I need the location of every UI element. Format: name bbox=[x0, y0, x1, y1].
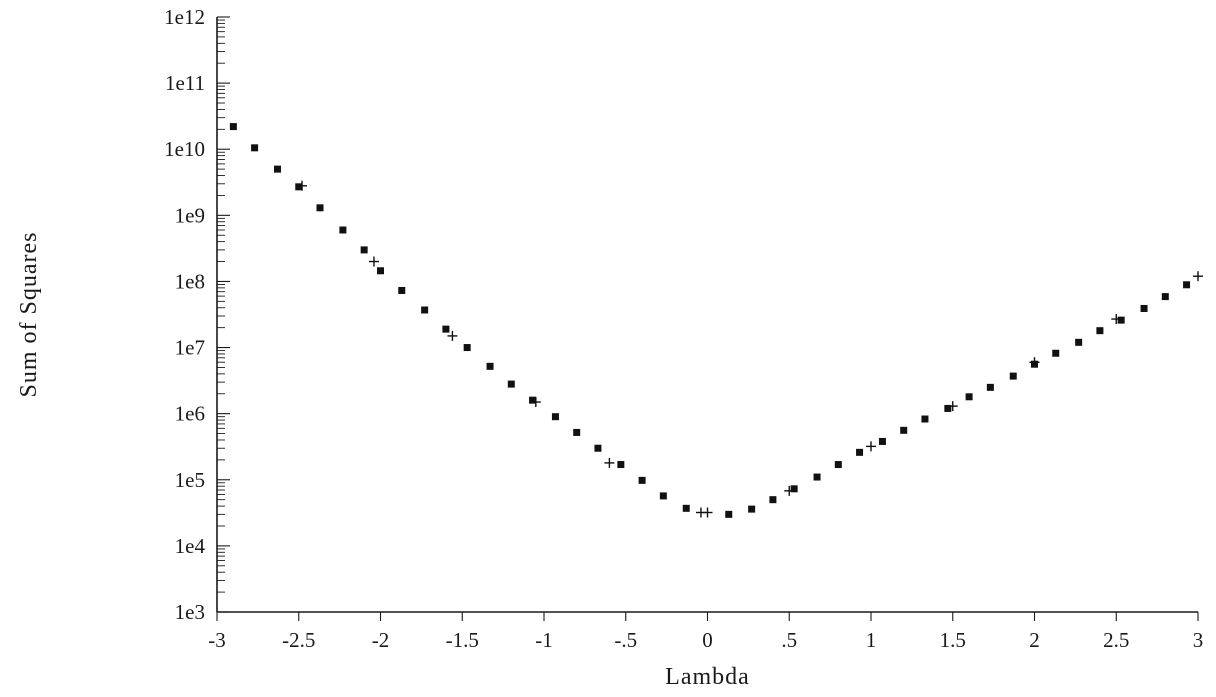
x-axis: -3 -2.5 -2 -1.5 -1 -.5 0 .5 1 1.5 2 2.5 3 bbox=[208, 611, 1203, 652]
data-point-plus bbox=[702, 507, 713, 518]
data-point-plus bbox=[604, 457, 615, 468]
data-point-square bbox=[638, 476, 646, 484]
data-point-square bbox=[813, 473, 821, 481]
x-ticks: -3 -2.5 -2 -1.5 -1 -.5 0 .5 1 1.5 2 2.5 3 bbox=[208, 612, 1203, 652]
data-point-square bbox=[486, 362, 494, 370]
data-point-square bbox=[463, 344, 471, 352]
data-point-square bbox=[398, 286, 406, 294]
x-tick-label: 2 bbox=[1029, 628, 1040, 652]
data-point-square bbox=[295, 183, 303, 191]
data-point-square bbox=[834, 461, 842, 469]
data-point-square bbox=[659, 492, 667, 500]
x-tick-label: -1 bbox=[535, 628, 553, 652]
data-point-plus bbox=[947, 401, 958, 412]
data-point-square bbox=[1117, 316, 1125, 324]
data-point-square bbox=[944, 404, 952, 412]
data-point-plus bbox=[297, 180, 308, 191]
y-tick-label: 1e7 bbox=[175, 336, 205, 360]
data-point-square bbox=[1096, 327, 1104, 335]
data-point-square bbox=[339, 226, 347, 234]
data-point-square bbox=[1075, 338, 1083, 346]
x-tick-label: 2.5 bbox=[1103, 628, 1129, 652]
data-point-square bbox=[1140, 304, 1148, 312]
y-tick-label: 1e9 bbox=[175, 203, 205, 227]
data-point-square bbox=[682, 504, 690, 512]
data-point-square bbox=[316, 204, 324, 212]
data-point-plus bbox=[866, 441, 876, 452]
data-point-square bbox=[617, 461, 625, 469]
data-point-square bbox=[921, 415, 929, 423]
data-point-plus bbox=[1029, 357, 1040, 368]
data-point-square bbox=[360, 246, 368, 254]
data-point-square bbox=[573, 428, 581, 436]
x-tick-label: 1 bbox=[866, 628, 877, 652]
y-tick-label: 1e10 bbox=[164, 137, 205, 161]
x-tick-label: -2.5 bbox=[282, 628, 315, 652]
data-point-square bbox=[251, 144, 259, 152]
data-point-square bbox=[769, 496, 777, 504]
x-tick-label: -2 bbox=[372, 628, 390, 652]
y-tick-label: 1e6 bbox=[175, 402, 205, 426]
data-point-plus bbox=[784, 485, 795, 496]
data-point-plus bbox=[447, 330, 458, 341]
data-point-square bbox=[421, 306, 429, 314]
data-point-square bbox=[900, 426, 908, 434]
data-point-square bbox=[965, 393, 973, 401]
data-point-square bbox=[725, 510, 733, 518]
data-point-square bbox=[529, 396, 537, 404]
y-tick-label: 1e5 bbox=[175, 468, 205, 492]
y-tick-label: 1e3 bbox=[175, 600, 205, 624]
data-point-plus bbox=[368, 256, 379, 267]
data-point-square bbox=[273, 165, 281, 173]
x-tick-label: -1.5 bbox=[446, 628, 479, 652]
data-point-square bbox=[1052, 349, 1060, 357]
x-tick-label: 0 bbox=[702, 628, 713, 652]
y-tick-label: 1e4 bbox=[175, 534, 206, 558]
data-point-square bbox=[442, 325, 450, 333]
y-axis: 1e3 1e4 1e5 1e6 1e7 1e8 1e9 1e10 1e11 1e12 bbox=[164, 5, 230, 624]
data-point-square bbox=[878, 437, 886, 445]
data-point-square bbox=[1183, 281, 1191, 289]
data-point-square bbox=[594, 444, 602, 452]
data-point-square bbox=[1009, 372, 1017, 380]
data-point-square bbox=[229, 123, 237, 131]
data-point-square bbox=[507, 380, 515, 388]
x-tick-label: 3 bbox=[1193, 628, 1204, 652]
plot-points bbox=[229, 123, 1203, 518]
x-tick-label: -.5 bbox=[614, 628, 637, 652]
y-ticks: 1e3 1e4 1e5 1e6 1e7 1e8 1e9 1e10 1e11 1e12 bbox=[164, 5, 230, 624]
y-tick-label: 1e12 bbox=[164, 5, 205, 29]
y-tick-label: 1e11 bbox=[165, 71, 205, 95]
x-tick-label: .5 bbox=[781, 628, 797, 652]
x-tick-label: 1.5 bbox=[940, 628, 966, 652]
data-point-square bbox=[790, 485, 798, 493]
data-point-plus bbox=[1111, 314, 1122, 325]
data-point-square bbox=[1161, 293, 1169, 301]
data-point-square bbox=[377, 267, 384, 275]
data-point-square bbox=[748, 505, 756, 513]
y-tick-label: 1e8 bbox=[175, 269, 205, 293]
x-tick-label: -3 bbox=[208, 628, 226, 652]
data-point-square bbox=[986, 383, 994, 391]
data-point-plus bbox=[1193, 271, 1203, 282]
y-axis-title: Sum of Squares bbox=[16, 232, 42, 398]
x-axis-title: Lambda bbox=[665, 664, 750, 690]
data-point-plus bbox=[530, 397, 541, 408]
data-point-square bbox=[856, 448, 864, 456]
data-point-square bbox=[551, 413, 559, 421]
